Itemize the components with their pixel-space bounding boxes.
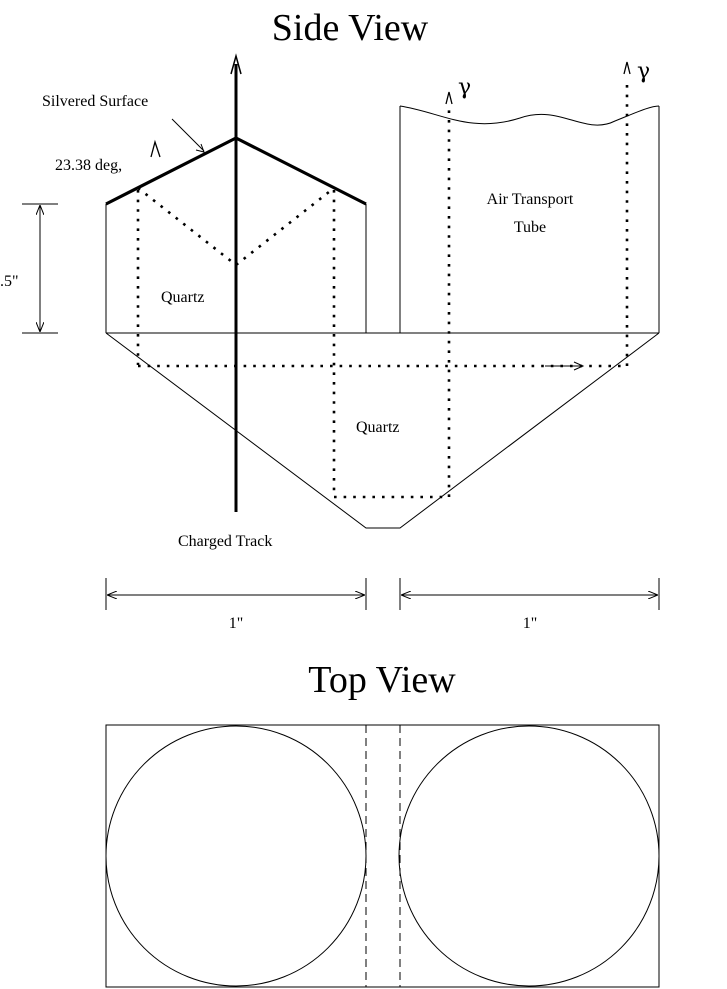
quartz-lower-label: Quartz <box>356 419 400 436</box>
photon-paths <box>136 80 629 499</box>
angle-arrow-icon <box>150 139 161 158</box>
air-transport-tube <box>399 105 660 333</box>
angle-label: 23.38 deg, <box>55 157 122 174</box>
upper-quartz-block <box>105 204 367 333</box>
width-right-label: 1" <box>523 615 538 632</box>
right-cylinder-circle <box>398 725 660 987</box>
gamma-label-right: γ <box>637 59 650 84</box>
gap-dashed-lines <box>365 725 401 987</box>
air-tube-label-line1: Air Transport <box>487 191 574 208</box>
silvered-surface-leader <box>171 118 205 152</box>
height-label: .5" <box>0 273 19 290</box>
height-dimension <box>22 203 58 334</box>
photon-arrow-left-icon <box>445 91 453 105</box>
charged-track-label: Charged Track <box>178 533 272 550</box>
air-tube-label-line2: Tube <box>514 219 546 236</box>
photon-arrow-right-icon <box>623 61 631 75</box>
top-view-title: Top View <box>308 659 456 701</box>
top-view-outline <box>105 724 660 988</box>
charged-track <box>230 53 242 512</box>
quartz-upper-label: Quartz <box>161 289 205 306</box>
width-dimension-left <box>105 578 367 610</box>
width-dimension-right <box>399 578 660 610</box>
side-view-title: Side View <box>272 7 429 49</box>
left-cylinder-circle <box>105 725 367 987</box>
width-left-label: 1" <box>229 615 244 632</box>
silvered-surface-label: Silvered Surface <box>42 93 148 110</box>
gamma-label-left: γ <box>458 75 471 100</box>
